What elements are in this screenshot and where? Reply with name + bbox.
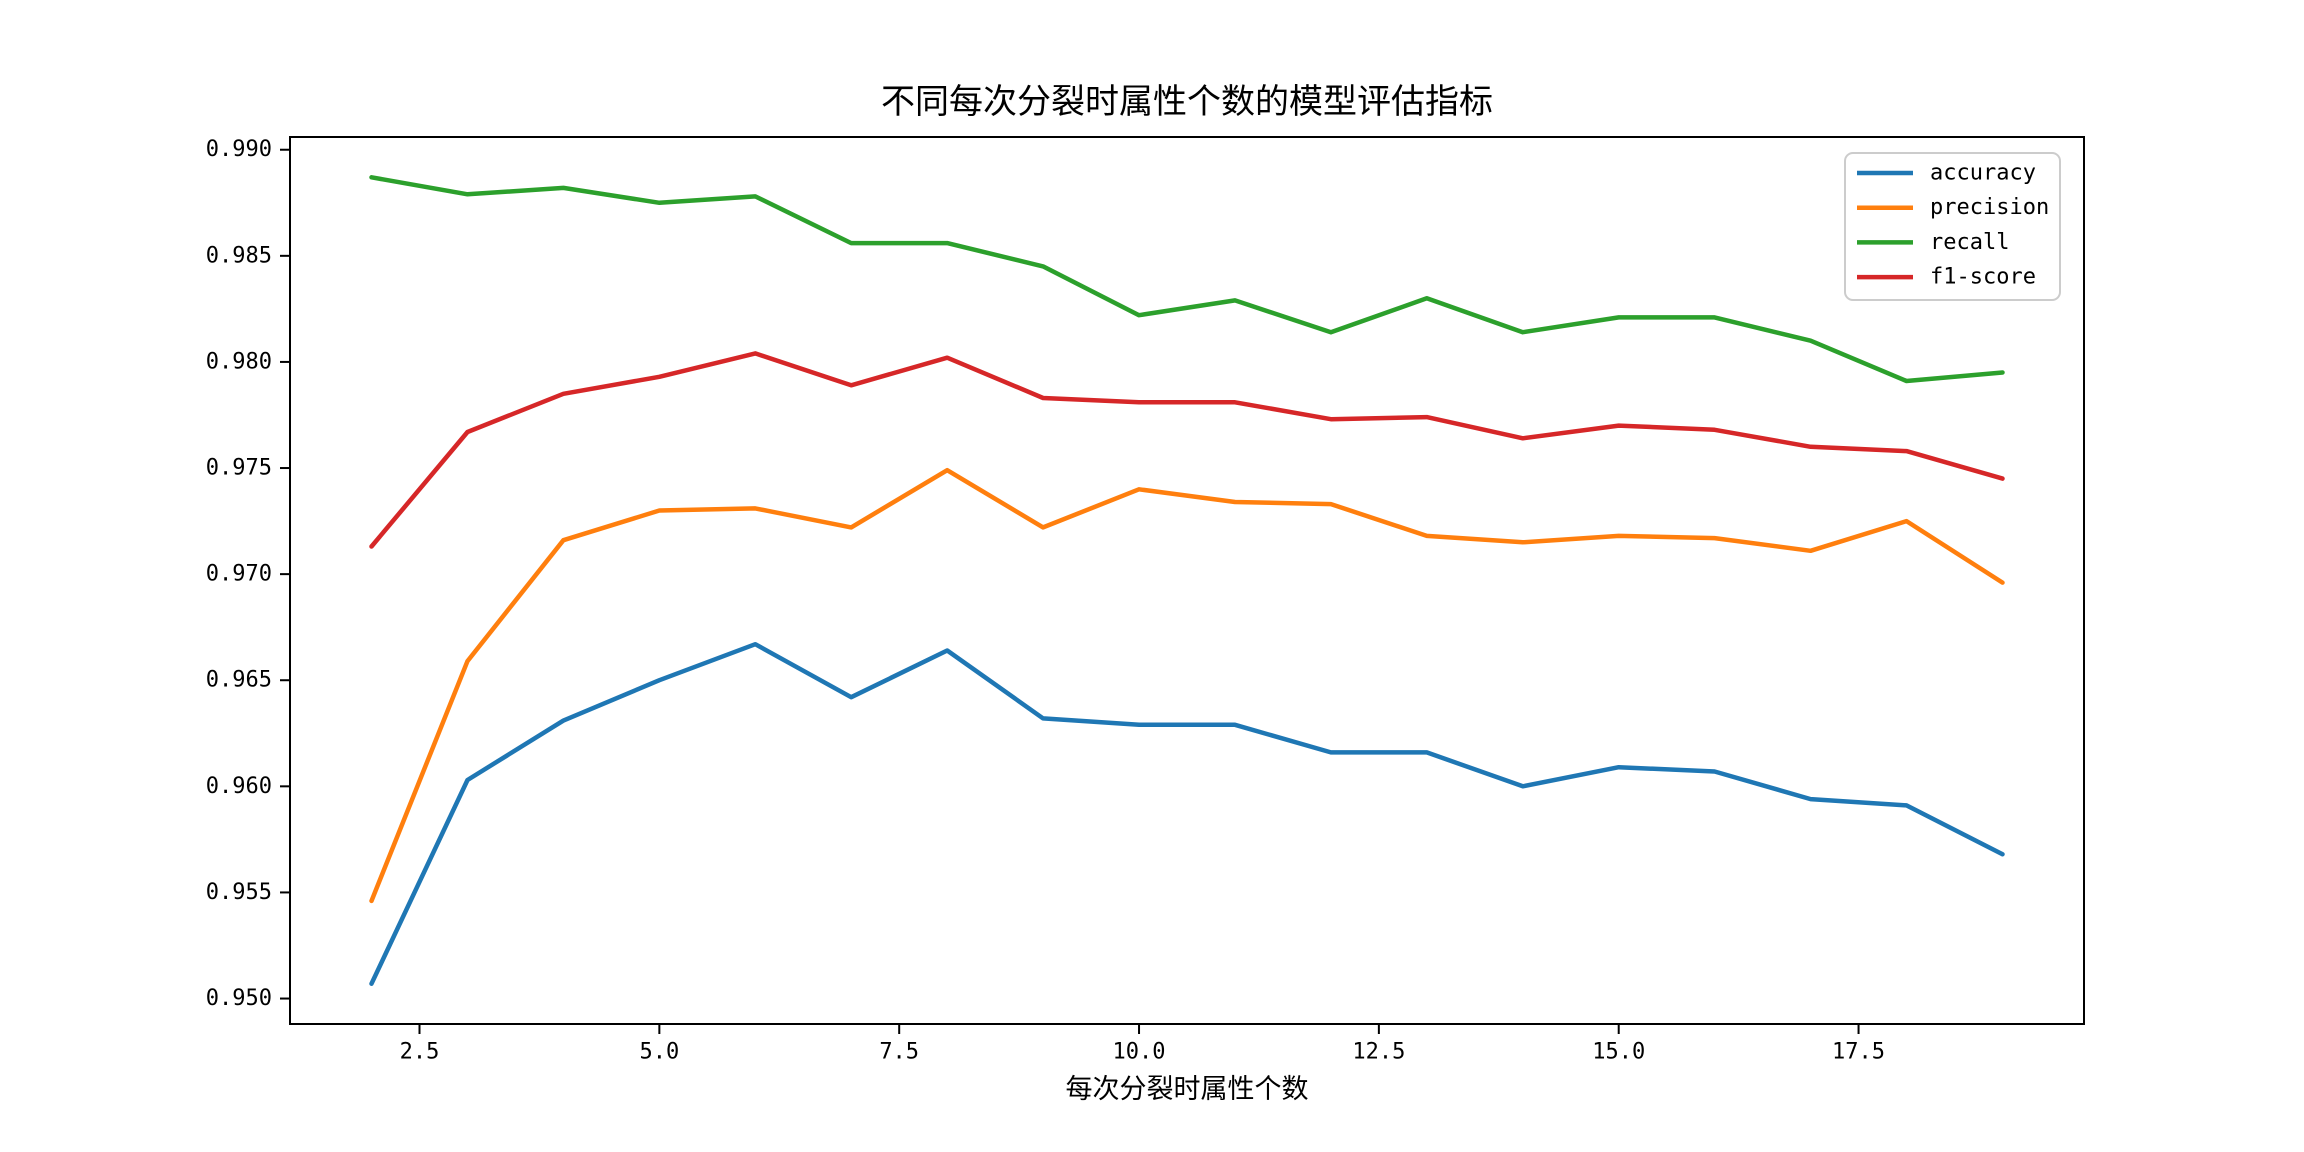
y-tick-label: 0.960 [206, 774, 272, 799]
y-tick-label: 0.965 [206, 668, 272, 693]
y-tick-label: 0.980 [206, 349, 272, 374]
legend-label-precision: precision [1930, 195, 2049, 220]
y-axis-ticks: 0.950 0.955 0.960 0.965 0.970 0.975 0.980 0.985… [206, 137, 290, 1011]
x-tick-label: 15.0 [1592, 1040, 1645, 1065]
legend-label-f1-score: f1-score [1930, 265, 2036, 290]
y-tick-label: 0.990 [206, 137, 272, 162]
y-tick-label: 0.970 [206, 562, 272, 587]
series-line-f1-score [369, 351, 2005, 549]
y-tick-label: 0.950 [206, 986, 272, 1011]
legend-label-recall: recall [1930, 230, 2009, 255]
series-lines [369, 175, 2005, 986]
x-tick-label: 12.5 [1352, 1040, 1405, 1065]
legend-box [1844, 152, 2061, 301]
chart-title: 不同每次分裂时属性个数的模型评估指标 [881, 82, 1493, 122]
x-tick-label: 17.5 [1832, 1040, 1885, 1065]
series-line-recall [369, 175, 2005, 384]
legend: accuracy precision recall f1-score [1844, 152, 2061, 301]
x-tick-label: 7.5 [879, 1040, 919, 1065]
series-line-accuracy [369, 641, 2005, 986]
y-tick-label: 0.955 [206, 880, 272, 905]
plot-border [289, 136, 2085, 1025]
x-tick-label: 10.0 [1113, 1040, 1166, 1065]
x-tick-label: 2.5 [400, 1040, 440, 1065]
x-axis-label: 每次分裂时属性个数 [1066, 1074, 1309, 1105]
legend-label-accuracy: accuracy [1930, 161, 2036, 186]
series-line-precision [369, 467, 2005, 904]
x-axis-ticks: 2.5 5.0 7.5 10.0 12.5 15.0 17.5 [400, 1024, 1885, 1065]
x-tick-label: 5.0 [639, 1040, 679, 1065]
y-tick-label: 0.975 [206, 456, 272, 481]
y-tick-label: 0.985 [206, 243, 272, 268]
